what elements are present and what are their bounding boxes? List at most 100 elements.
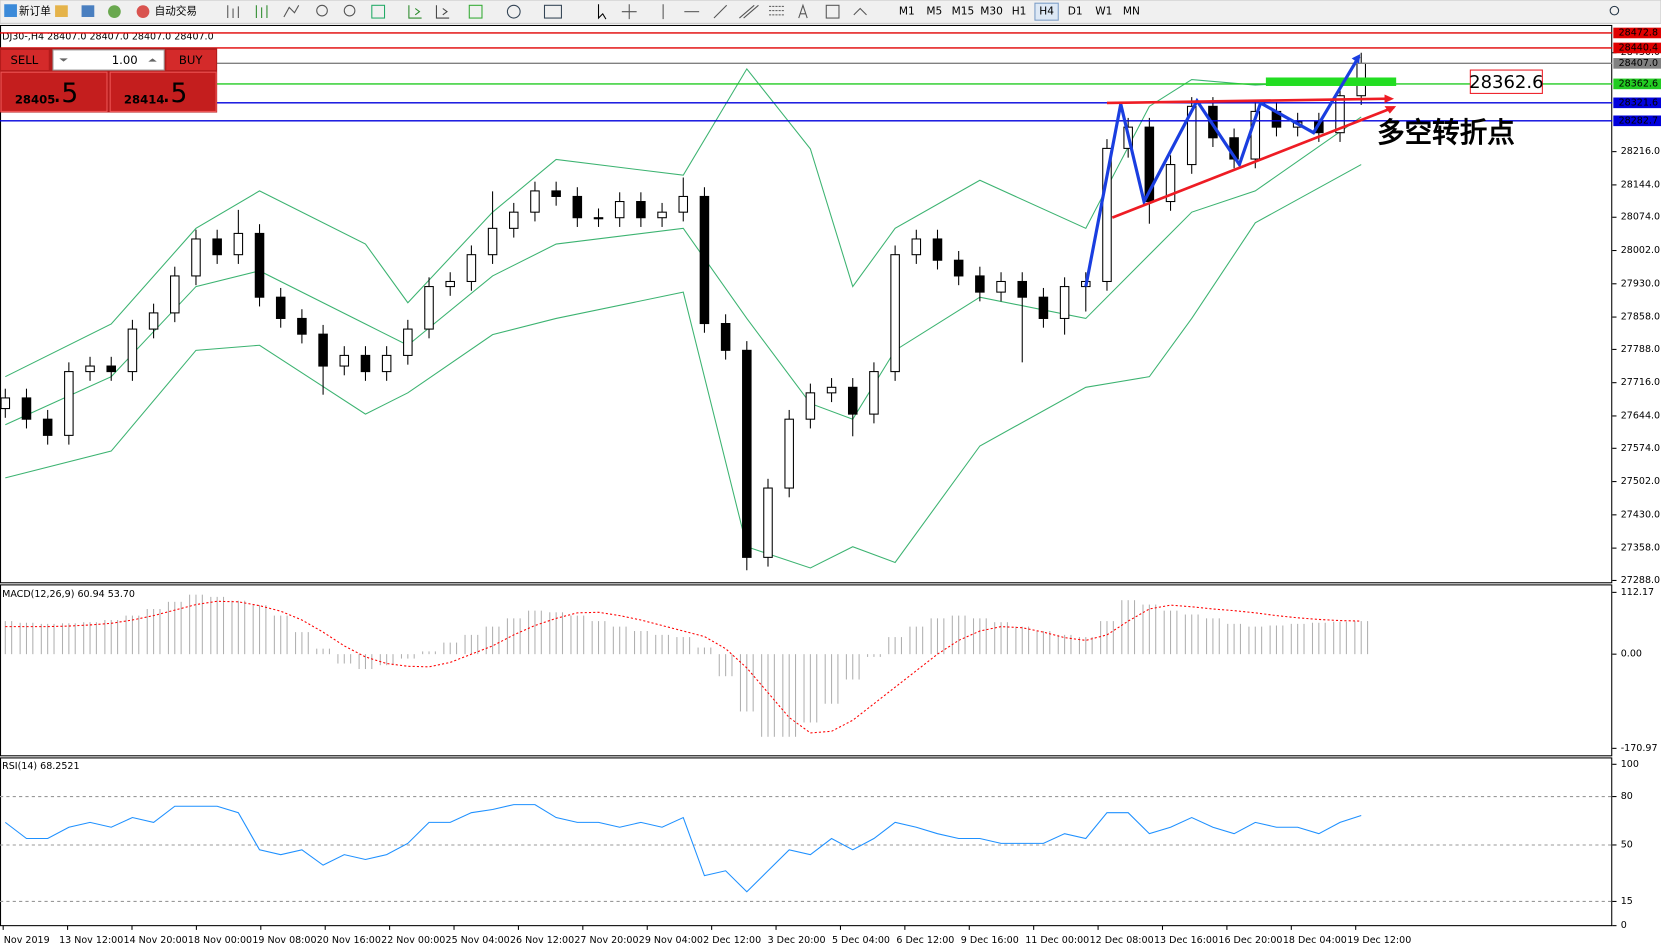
rsi-chart: 100 80 50 15 0 RSI(14) 68.2521 <box>0 759 1639 931</box>
ask-fraction[interactable]: .5 <box>162 78 187 109</box>
candle-body <box>720 323 731 351</box>
candle-body <box>699 195 710 325</box>
timeframe-button[interactable]: M30 <box>980 6 1003 18</box>
price-level-label: 28362.6 <box>1619 78 1658 89</box>
timeframe-button[interactable]: M1 <box>899 6 915 18</box>
x-tick-label: 2 Nov 2019 <box>0 935 50 946</box>
y-tick-label: 27788.0 <box>1621 344 1660 355</box>
one-click-trading: SELL 1.00 BUY 28405 .5 28414 .5 <box>0 47 218 113</box>
text-tool[interactable] <box>798 3 808 19</box>
price-label-box <box>1469 69 1543 94</box>
toolbar-icon[interactable] <box>81 5 95 17</box>
chart-shift[interactable] <box>435 5 450 19</box>
new-order-button[interactable]: 新订单 <box>19 5 51 18</box>
toolbar <box>0 0 1661 24</box>
candle-body <box>551 190 561 197</box>
resistance-trendline <box>1106 97 1390 105</box>
timeframe-button[interactable]: D1 <box>1068 6 1083 18</box>
zoom-in[interactable] <box>316 4 328 17</box>
bar-chart-tool[interactable] <box>227 5 239 19</box>
x-tick-label: 14 Nov 20:00 <box>124 935 188 946</box>
arrow-tool[interactable] <box>853 7 867 16</box>
candle-body <box>1017 280 1028 298</box>
timeframe-button[interactable]: M15 <box>952 6 975 18</box>
channel-tool[interactable] <box>739 4 759 19</box>
bid-price[interactable]: 28405 <box>15 92 56 106</box>
autoscroll[interactable] <box>408 5 422 19</box>
auto-trading-icon[interactable] <box>136 5 150 19</box>
lot-value[interactable]: 1.00 <box>112 53 138 67</box>
candle-body <box>953 259 964 277</box>
indicators[interactable] <box>468 4 483 19</box>
arrow-head <box>1351 54 1361 64</box>
price-level-tag <box>1613 58 1661 69</box>
candle-body <box>763 487 773 558</box>
new-order-icon[interactable] <box>4 4 17 17</box>
candle-body <box>1186 105 1197 166</box>
price-level-label: 28440.4 <box>1619 42 1658 53</box>
panel-title: RSI(14) 68.2521 <box>2 761 79 772</box>
candle-body <box>170 275 180 314</box>
x-tick-label: 29 Nov 04:00 <box>639 935 703 946</box>
line-chart-tool[interactable] <box>283 5 300 18</box>
x-tick-label: 6 Dec 12:00 <box>896 935 954 946</box>
candle-body <box>466 254 477 283</box>
timeframe-button[interactable]: H4 <box>1039 6 1054 18</box>
fibo-tool[interactable] <box>769 5 784 16</box>
candle-body <box>530 190 540 213</box>
ask-price[interactable]: 28414 <box>124 92 165 106</box>
y-tick-label: 0.00 <box>1621 649 1642 660</box>
cursor-tool[interactable] <box>597 4 607 20</box>
sell-label[interactable]: SELL <box>10 53 38 67</box>
timeframe-button[interactable]: MN <box>1123 6 1140 18</box>
templates[interactable] <box>543 4 562 19</box>
price-label: 28362.6 <box>1469 72 1543 93</box>
bid-fraction[interactable]: .5 <box>53 78 78 109</box>
auto-trading-button[interactable]: 自动交易 <box>155 5 197 18</box>
price-level-tag <box>1613 78 1661 90</box>
sell-button[interactable] <box>1 49 49 71</box>
tile-tool[interactable] <box>371 4 386 19</box>
periods[interactable] <box>506 4 521 19</box>
candle-body <box>254 232 265 298</box>
candle-body <box>805 392 816 420</box>
buy-button[interactable] <box>166 49 217 71</box>
candle-body <box>381 354 392 373</box>
bid-box[interactable] <box>0 71 108 112</box>
timeframe-button[interactable]: W1 <box>1095 6 1112 18</box>
label-tool[interactable] <box>825 4 840 19</box>
trendline-tool[interactable] <box>713 4 728 19</box>
candle-body <box>593 217 604 220</box>
toolbar-tools <box>227 3 867 20</box>
candle-body <box>996 280 1006 293</box>
ask-box[interactable] <box>109 71 217 112</box>
price-level-label: 28282.7 <box>1619 115 1658 126</box>
y-tick-label: 27644.0 <box>1621 410 1660 421</box>
x-tick-label: 26 Nov 12:00 <box>510 935 574 946</box>
toolbar-icon[interactable] <box>55 5 68 17</box>
y-tick-label: 28216.0 <box>1621 146 1660 157</box>
timeframe-button[interactable]: M5 <box>926 6 942 18</box>
buy-label[interactable]: BUY <box>179 53 204 67</box>
candle-body <box>508 211 519 229</box>
candle-body <box>1102 147 1112 283</box>
arrow-head <box>1384 94 1395 103</box>
lot-input[interactable] <box>52 49 165 71</box>
candle-body <box>148 312 159 330</box>
search-icon <box>1609 5 1620 16</box>
timeframe-button[interactable]: H1 <box>1012 6 1027 18</box>
candle-body <box>487 227 498 256</box>
candle-body <box>127 328 138 373</box>
zoom-out[interactable] <box>343 4 356 17</box>
candle-body <box>975 275 985 293</box>
y-tick-label: 0 <box>1621 920 1627 931</box>
y-tick-label: 50 <box>1621 839 1633 850</box>
crosshair-tool[interactable] <box>621 4 637 20</box>
toolbar-icon[interactable] <box>108 5 121 19</box>
y-tick-label: 27574.0 <box>1621 443 1660 454</box>
candle-body <box>191 238 201 277</box>
candle-tool[interactable] <box>255 5 268 19</box>
candle-body <box>614 201 625 219</box>
x-tick-label: 5 Dec 04:00 <box>832 935 890 946</box>
